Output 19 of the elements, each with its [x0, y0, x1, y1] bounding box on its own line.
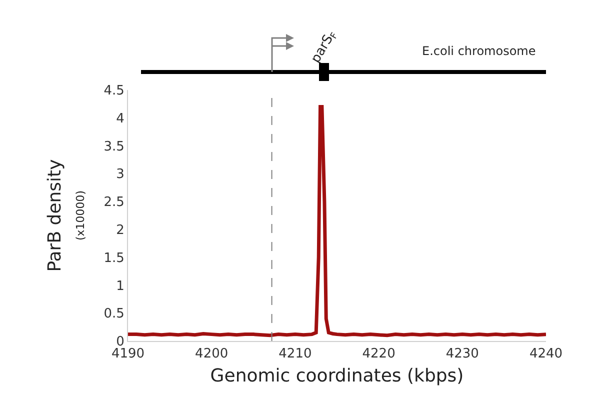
y-tick-label: 0.5 [104, 306, 124, 322]
x-tick-label: 4210 [278, 346, 312, 362]
x-tick-label: 4230 [446, 346, 479, 362]
y-tick-label: 4.5 [104, 84, 124, 99]
x-tick-label: 4240 [529, 346, 563, 362]
y-tick-label: 2.5 [104, 195, 124, 210]
x-tick-label: 4190 [111, 346, 145, 362]
y-tick-label: 1.5 [104, 250, 124, 266]
x-axis-title: Genomic coordinates (kbps) [210, 366, 464, 387]
y-tick-label: 4 [116, 111, 124, 126]
line-series [128, 104, 546, 338]
y-tick-label: 3 [116, 167, 124, 182]
x-tick-label: 4200 [195, 346, 228, 362]
y-tick-label: 3.5 [104, 139, 124, 154]
x-tick-label: 4220 [362, 346, 396, 362]
y-tick-label: 1 [116, 278, 124, 294]
y-tick-label: 2 [116, 222, 124, 238]
text: E.coli chromosome [422, 44, 536, 58]
y-axis-title: ParB density (x10000) [44, 158, 87, 272]
